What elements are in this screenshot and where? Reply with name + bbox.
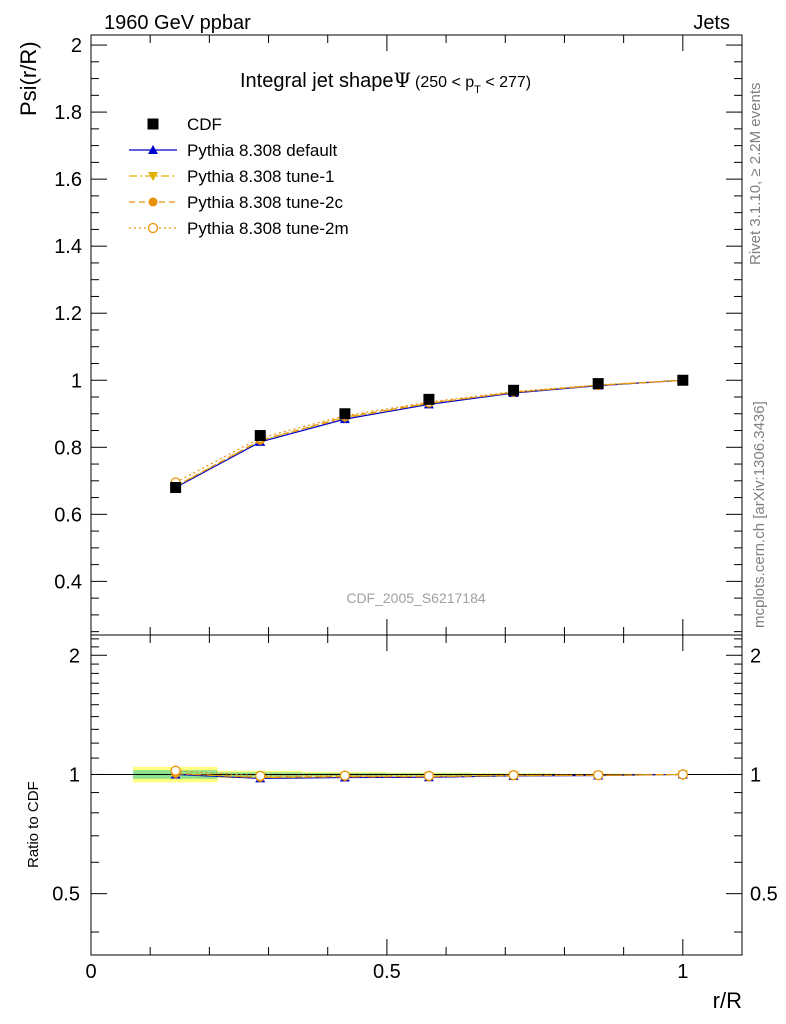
ratio-tick-label-right: 2 xyxy=(750,645,761,667)
chart-title-range-left: (250 < p xyxy=(415,74,474,91)
cdf-data-point xyxy=(508,384,520,396)
x-tick-label: 0.5 xyxy=(373,961,401,983)
cdf-data-point xyxy=(592,378,604,390)
legend-marker xyxy=(148,197,158,207)
legend-label: Pythia 8.308 tune-2m xyxy=(187,219,349,238)
mcplots-label: mcplots.cern.ch [arXiv:1306.3436] xyxy=(751,401,768,628)
legend-label: Pythia 8.308 tune-2c xyxy=(187,193,343,212)
analysis-watermark: CDF_2005_S6217184 xyxy=(346,590,486,606)
chart-title: Integral jet shapeΨ (250 < pT < 277) xyxy=(240,68,531,96)
y-tick-label: 1.6 xyxy=(54,169,82,191)
rivet-version-label: Rivet 3.1.10, ≥ 2.2M events xyxy=(747,83,764,266)
ratio-series-point xyxy=(170,765,181,776)
legend: CDF Pythia 8.308 default Pythia 8.308 tune… xyxy=(129,115,349,238)
ratio-series-point xyxy=(593,770,604,781)
ratio-plot-frame xyxy=(90,634,743,956)
ratio-series-point xyxy=(508,770,519,781)
cdf-data-point xyxy=(423,393,435,405)
legend-label: Pythia 8.308 tune-1 xyxy=(187,167,334,186)
legend-marker xyxy=(148,172,158,181)
cdf-data-point xyxy=(170,482,182,494)
y-tick-label: 1.2 xyxy=(54,303,82,325)
legend-marker xyxy=(147,222,159,234)
x-axis-label: r/R xyxy=(713,988,742,1013)
ratio-tick-label-right: 1 xyxy=(750,764,761,786)
axis-ticks xyxy=(90,35,743,955)
ratio-y-axis-label: Ratio to CDF xyxy=(25,781,42,868)
ratio-tick-label-right: 0.5 xyxy=(750,884,778,906)
y-tick-label: 1 xyxy=(71,370,82,392)
ratio-series-point xyxy=(255,770,266,782)
y-tick-label: 1.8 xyxy=(54,102,82,124)
y-tick-label: 0.4 xyxy=(54,571,82,593)
y-tick-label: 0.6 xyxy=(54,504,82,526)
ratio-series-point xyxy=(339,770,351,781)
cdf-data-point xyxy=(677,374,689,386)
y-tick-label: 1.4 xyxy=(54,236,82,258)
header-left-label: 1960 GeV ppbar xyxy=(104,12,251,34)
y-tick-label: 0.8 xyxy=(54,437,82,459)
ratio-series-point xyxy=(423,770,435,782)
series-layer xyxy=(170,375,688,783)
chart-title-main: Integral jet shape xyxy=(240,70,393,92)
cdf-data-point xyxy=(339,408,351,420)
legend-label: Pythia 8.308 default xyxy=(187,141,338,160)
cdf-data-point xyxy=(254,430,266,442)
chart-title-range-sub: T xyxy=(474,84,481,96)
ratio-tick-label-left: 2 xyxy=(69,645,80,667)
chart-title-psi: Ψ xyxy=(393,68,411,92)
y-axis-label: Psi(r/R) xyxy=(16,41,41,116)
ratio-series-point xyxy=(677,769,688,780)
x-tick-label: 1 xyxy=(677,961,688,983)
ratio-tick-label-left: 0.5 xyxy=(52,884,80,906)
ratio-tick-label-left: 1 xyxy=(69,764,80,786)
legend-marker-cdf xyxy=(147,118,159,130)
x-tick-label: 0 xyxy=(85,961,96,983)
data-points-layer xyxy=(170,374,689,494)
header-right-label: Jets xyxy=(693,12,730,34)
tick-labels: 0 0.5 1 0.4 0.6 0.8 1 1.2 1.4 1.6 1.8 2 0.5 0.5 1 1 2 2 xyxy=(52,35,778,983)
y-tick-label: 2 xyxy=(71,35,82,57)
legend-marker xyxy=(148,145,158,154)
chart-title-range-right: < 277) xyxy=(481,74,531,91)
legend-label-cdf: CDF xyxy=(187,115,222,134)
